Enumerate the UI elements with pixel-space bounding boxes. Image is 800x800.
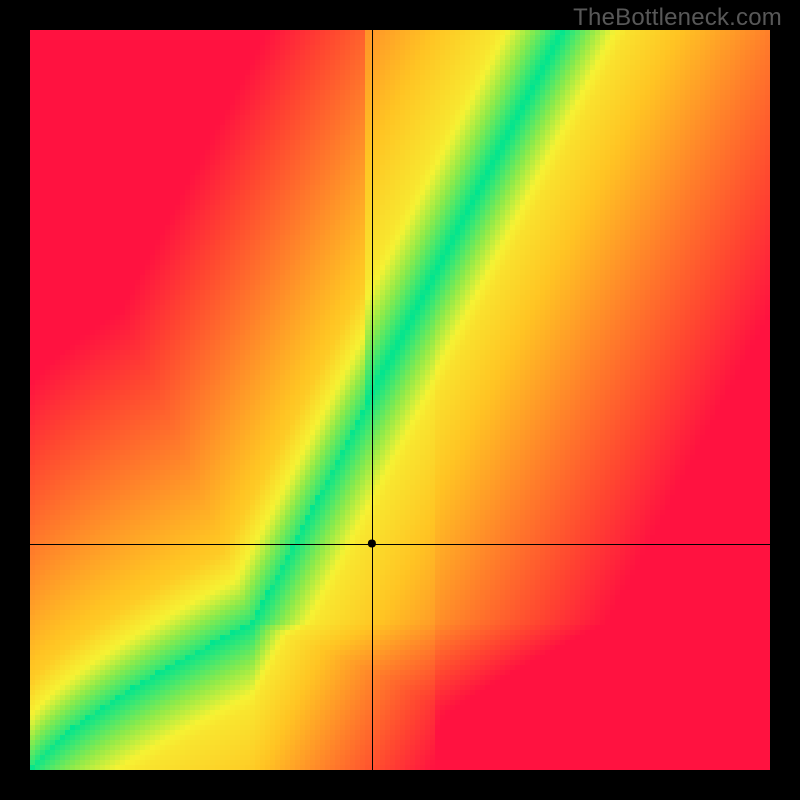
watermark-text: TheBottleneck.com xyxy=(573,4,782,32)
bottleneck-heatmap xyxy=(0,0,800,800)
